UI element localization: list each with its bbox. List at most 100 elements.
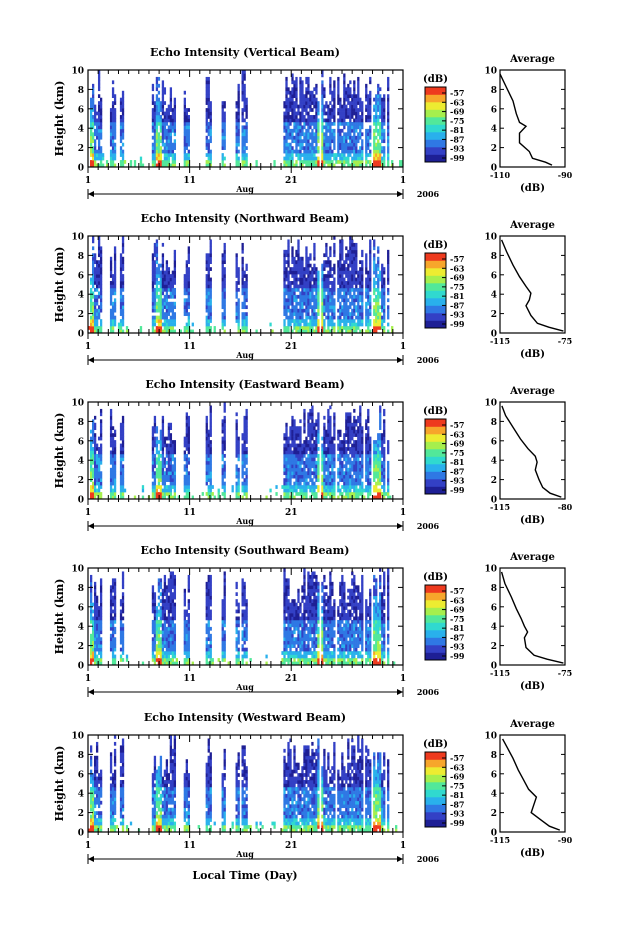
heatmap-cell: [223, 135, 226, 140]
heatmap-cell: [331, 274, 334, 278]
heatmap-cell: [377, 87, 380, 92]
heatmap-cell: [315, 478, 318, 482]
heatmap-cell: [169, 453, 173, 458]
heatmap-cell: [317, 149, 320, 154]
heatmap-cell: [295, 76, 298, 81]
heatmap-cell: [293, 270, 296, 275]
heatmap-cell: [237, 322, 240, 327]
heatmap-cell: [153, 440, 157, 444]
heatmap-cell: [93, 149, 97, 154]
heatmap-cell: [285, 163, 288, 168]
heatmap-cell: [243, 326, 246, 330]
heatmap-cell: [339, 111, 342, 116]
heatmap-cell: [295, 329, 298, 334]
heatmap-cell: [305, 256, 308, 261]
heatmap-cell: [241, 485, 244, 489]
heatmap-cell: [161, 447, 165, 451]
heatmap-cell: [113, 121, 117, 126]
heatmap-cell: [303, 450, 306, 455]
heatmap-cell: [235, 101, 238, 105]
heatmap-cell: [209, 440, 212, 444]
heatmap-cell: [297, 319, 300, 323]
heatmap-cell: [323, 450, 326, 455]
heatmap-cell: [337, 260, 340, 265]
heatmap-cell: [287, 253, 290, 258]
heatmap-cell: [341, 263, 344, 268]
heatmap-cell: [119, 308, 123, 313]
heatmap-cell: [205, 443, 208, 448]
heatmap-cell: [317, 101, 320, 105]
heatmap-cell: [309, 253, 312, 258]
heatmap-cell: [361, 139, 364, 144]
heatmap-cell: [97, 242, 101, 247]
heatmap-cell: [111, 115, 115, 119]
heatmap-cell: [167, 422, 171, 427]
heatmap-cell: [99, 478, 103, 482]
heatmap-cell: [245, 408, 248, 413]
heatmap-cell: [155, 80, 159, 85]
heatmap-cell: [161, 305, 165, 310]
heatmap-cell: [155, 319, 159, 323]
heatmap-cell: [157, 478, 161, 482]
heatmap-cell: [329, 422, 332, 427]
average-y-tick-label: 4: [491, 125, 497, 135]
heatmap-cell: [375, 118, 378, 123]
heatmap-cell: [311, 298, 314, 303]
heatmap-cell: [255, 160, 258, 164]
heatmap-cell: [317, 457, 320, 462]
heatmap-cell: [369, 274, 372, 278]
heatmap-cell: [185, 474, 188, 479]
heatmap-cell: [129, 163, 133, 168]
heatmap-cell: [341, 118, 344, 123]
heatmap-cell: [169, 460, 173, 465]
heatmap-cell: [113, 284, 117, 289]
heatmap-cell: [283, 111, 286, 116]
heatmap-cell: [221, 429, 224, 434]
heatmap-cell: [151, 322, 155, 327]
heatmap-cell: [353, 135, 356, 140]
heatmap-cell: [243, 329, 246, 334]
heatmap-cell: [223, 281, 226, 285]
heatmap-cell: [165, 291, 169, 296]
heatmap-cell: [341, 319, 344, 323]
heatmap-cell: [383, 97, 386, 102]
heatmap-cell: [121, 419, 125, 424]
heatmap-cell: [293, 267, 296, 271]
heatmap-cell: [377, 263, 380, 268]
heatmap-cell: [293, 274, 296, 278]
heatmap-cell: [353, 329, 356, 334]
heatmap-cell: [291, 90, 294, 95]
heatmap-cell: [157, 263, 161, 268]
heatmap-cell: [235, 142, 238, 147]
heatmap-cell: [323, 260, 326, 265]
heatmap-cell: [383, 163, 386, 168]
heatmap-cell: [155, 467, 159, 472]
heatmap-cell: [243, 315, 246, 320]
heatmap-cell: [357, 121, 360, 126]
heatmap-cell: [321, 118, 324, 123]
heatmap-cell: [223, 267, 226, 271]
heatmap-cell: [241, 488, 244, 493]
heatmap-cell: [245, 281, 248, 285]
heatmap-cell: [91, 260, 95, 265]
heatmap-cell: [391, 163, 394, 168]
heatmap-cell: [283, 298, 286, 303]
heatmap-cell: [333, 80, 336, 85]
heatmap-cell: [245, 460, 248, 465]
heatmap-cell: [347, 149, 350, 154]
heatmap-cell: [289, 135, 292, 140]
heatmap-cell: [305, 436, 308, 441]
heatmap-cell: [121, 246, 125, 251]
heatmap-cell: [367, 118, 370, 123]
heatmap-cell: [93, 294, 97, 299]
heatmap-cell: [165, 488, 169, 493]
heatmap-cell: [285, 135, 288, 140]
heatmap-cell: [379, 135, 382, 140]
heatmap-cell: [111, 329, 115, 334]
heatmap-cell: [89, 326, 93, 330]
heatmap-cell: [357, 135, 360, 140]
heatmap-cell: [301, 160, 304, 164]
heatmap-cell: [93, 163, 97, 168]
heatmap-cell: [173, 305, 177, 310]
heatmap-cell: [313, 315, 316, 320]
